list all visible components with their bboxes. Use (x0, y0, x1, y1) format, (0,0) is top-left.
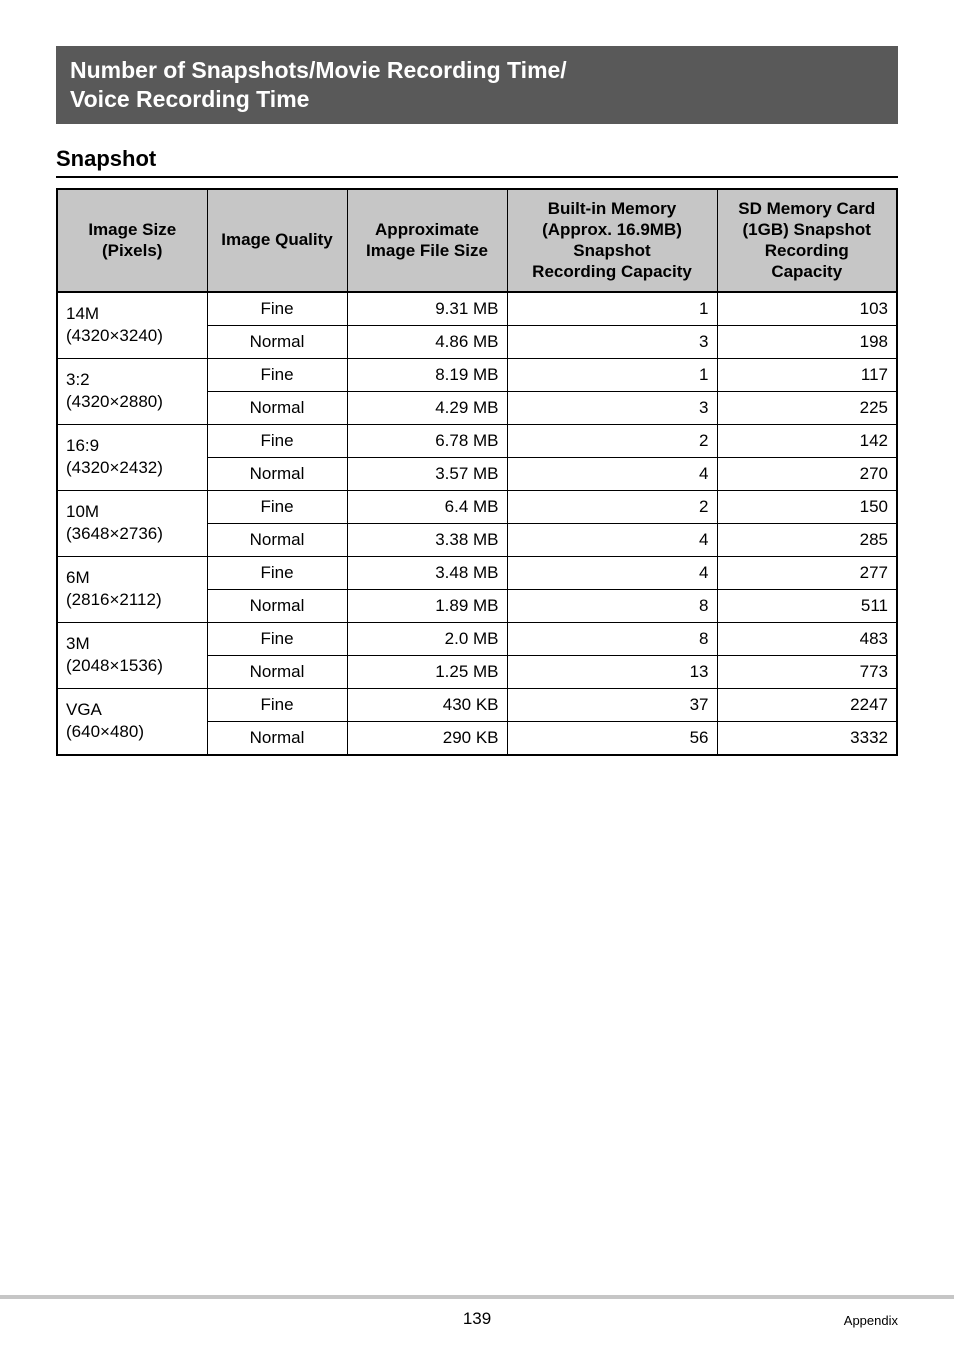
appendix-label: Appendix (844, 1313, 898, 1328)
cell-sd-capacity: 285 (717, 523, 897, 556)
cell-sd-capacity: 225 (717, 391, 897, 424)
cell-file-size: 6.4 MB (347, 490, 507, 523)
cell-image-size: 16:9(4320×2432) (57, 424, 207, 490)
col-header-image-quality: Image Quality (207, 189, 347, 292)
cell-quality: Fine (207, 622, 347, 655)
cell-sd-capacity: 773 (717, 655, 897, 688)
cell-quality: Fine (207, 424, 347, 457)
cell-sd-capacity: 511 (717, 589, 897, 622)
cell-file-size: 6.78 MB (347, 424, 507, 457)
cell-quality: Normal (207, 457, 347, 490)
cell-image-size: 3:2(4320×2880) (57, 358, 207, 424)
cell-file-size: 2.0 MB (347, 622, 507, 655)
cell-sd-capacity: 103 (717, 292, 897, 326)
table-row: 16:9(4320×2432)Fine6.78 MB2142 (57, 424, 897, 457)
cell-image-size: 14M(4320×3240) (57, 292, 207, 359)
cell-file-size: 3.38 MB (347, 523, 507, 556)
page-footer: 139 Appendix (0, 1295, 954, 1329)
cell-quality: Fine (207, 556, 347, 589)
cell-builtin-capacity: 2 (507, 490, 717, 523)
table-row: 10M(3648×2736)Fine6.4 MB2150 (57, 490, 897, 523)
col-header-sd: SD Memory Card(1GB) SnapshotRecordingCap… (717, 189, 897, 292)
cell-builtin-capacity: 1 (507, 292, 717, 326)
cell-quality: Normal (207, 523, 347, 556)
page-number: 139 (0, 1309, 954, 1329)
page-title: Number of Snapshots/Movie Recording Time… (56, 46, 898, 124)
title-line-2: Voice Recording Time (70, 85, 884, 114)
cell-file-size: 1.25 MB (347, 655, 507, 688)
table-row: 3M(2048×1536)Fine2.0 MB8483 (57, 622, 897, 655)
cell-file-size: 430 KB (347, 688, 507, 721)
cell-builtin-capacity: 3 (507, 391, 717, 424)
cell-sd-capacity: 270 (717, 457, 897, 490)
cell-sd-capacity: 3332 (717, 721, 897, 755)
cell-builtin-capacity: 13 (507, 655, 717, 688)
cell-quality: Fine (207, 688, 347, 721)
title-line-1: Number of Snapshots/Movie Recording Time… (70, 56, 884, 85)
table-row: 3:2(4320×2880)Fine8.19 MB1117 (57, 358, 897, 391)
cell-builtin-capacity: 4 (507, 556, 717, 589)
cell-file-size: 8.19 MB (347, 358, 507, 391)
cell-file-size: 1.89 MB (347, 589, 507, 622)
cell-image-size: VGA(640×480) (57, 688, 207, 755)
cell-sd-capacity: 483 (717, 622, 897, 655)
cell-image-size: 3M(2048×1536) (57, 622, 207, 688)
table-row: 6M(2816×2112)Fine3.48 MB4277 (57, 556, 897, 589)
cell-builtin-capacity: 4 (507, 457, 717, 490)
cell-sd-capacity: 150 (717, 490, 897, 523)
cell-builtin-capacity: 2 (507, 424, 717, 457)
cell-builtin-capacity: 56 (507, 721, 717, 755)
cell-quality: Normal (207, 655, 347, 688)
cell-quality: Normal (207, 391, 347, 424)
cell-builtin-capacity: 8 (507, 589, 717, 622)
cell-file-size: 4.29 MB (347, 391, 507, 424)
cell-quality: Normal (207, 589, 347, 622)
cell-file-size: 3.57 MB (347, 457, 507, 490)
section-subheading: Snapshot (56, 146, 898, 178)
col-header-builtin: Built-in Memory(Approx. 16.9MB)SnapshotR… (507, 189, 717, 292)
cell-builtin-capacity: 8 (507, 622, 717, 655)
cell-sd-capacity: 198 (717, 325, 897, 358)
cell-builtin-capacity: 3 (507, 325, 717, 358)
cell-image-size: 10M(3648×2736) (57, 490, 207, 556)
cell-sd-capacity: 117 (717, 358, 897, 391)
col-header-image-size: Image Size(Pixels) (57, 189, 207, 292)
col-header-approx-file-size: ApproximateImage File Size (347, 189, 507, 292)
cell-builtin-capacity: 4 (507, 523, 717, 556)
cell-builtin-capacity: 1 (507, 358, 717, 391)
cell-sd-capacity: 142 (717, 424, 897, 457)
cell-file-size: 290 KB (347, 721, 507, 755)
cell-quality: Normal (207, 325, 347, 358)
cell-sd-capacity: 277 (717, 556, 897, 589)
cell-quality: Fine (207, 358, 347, 391)
cell-file-size: 9.31 MB (347, 292, 507, 326)
snapshot-table: Image Size(Pixels) Image Quality Approxi… (56, 188, 898, 756)
cell-quality: Fine (207, 490, 347, 523)
cell-quality: Fine (207, 292, 347, 326)
cell-quality: Normal (207, 721, 347, 755)
cell-image-size: 6M(2816×2112) (57, 556, 207, 622)
cell-builtin-capacity: 37 (507, 688, 717, 721)
cell-file-size: 3.48 MB (347, 556, 507, 589)
cell-file-size: 4.86 MB (347, 325, 507, 358)
cell-sd-capacity: 2247 (717, 688, 897, 721)
table-row: 14M(4320×3240)Fine9.31 MB1103 (57, 292, 897, 326)
table-row: VGA(640×480)Fine430 KB372247 (57, 688, 897, 721)
